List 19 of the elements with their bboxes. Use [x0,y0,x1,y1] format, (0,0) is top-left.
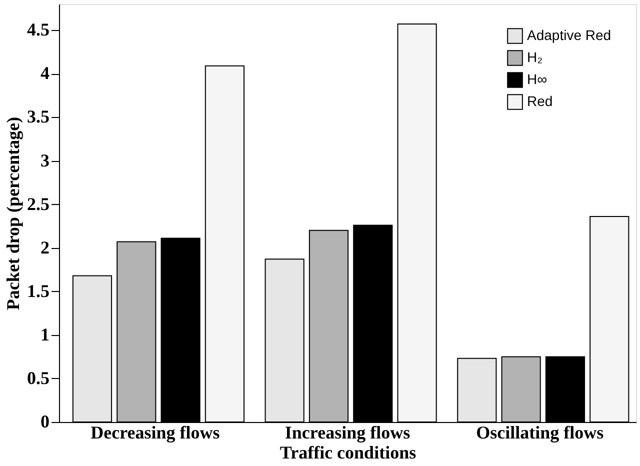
x-axis-title: Traffic conditions [280,442,416,462]
y-tick-label: 3 [40,150,50,170]
y-tick-label: 2.5 [27,194,50,214]
x-tick-label: Decreasing flows [90,422,220,442]
legend-label: H₂ [527,49,543,65]
y-tick-label: 2 [40,237,50,258]
y-tick-label: 3.5 [27,106,50,127]
legend-label: Red [527,93,553,109]
x-tick-label: Oscillating flows [476,422,604,442]
legend-label: Adaptive Red [527,27,612,43]
x-tick-label: Increasing flows [284,422,410,442]
y-tick-label: 4.5 [27,20,50,40]
y-tick-label: 0.5 [27,368,50,388]
y-axis-title: Packet drop (percentage) [3,116,23,310]
y-tick-label: 4 [40,63,50,84]
y-tick-label: 1 [40,324,50,344]
y-tick-label: 1.5 [27,280,50,301]
y-tick-label: 0 [40,412,50,432]
legend-label: H∞ [527,71,548,87]
